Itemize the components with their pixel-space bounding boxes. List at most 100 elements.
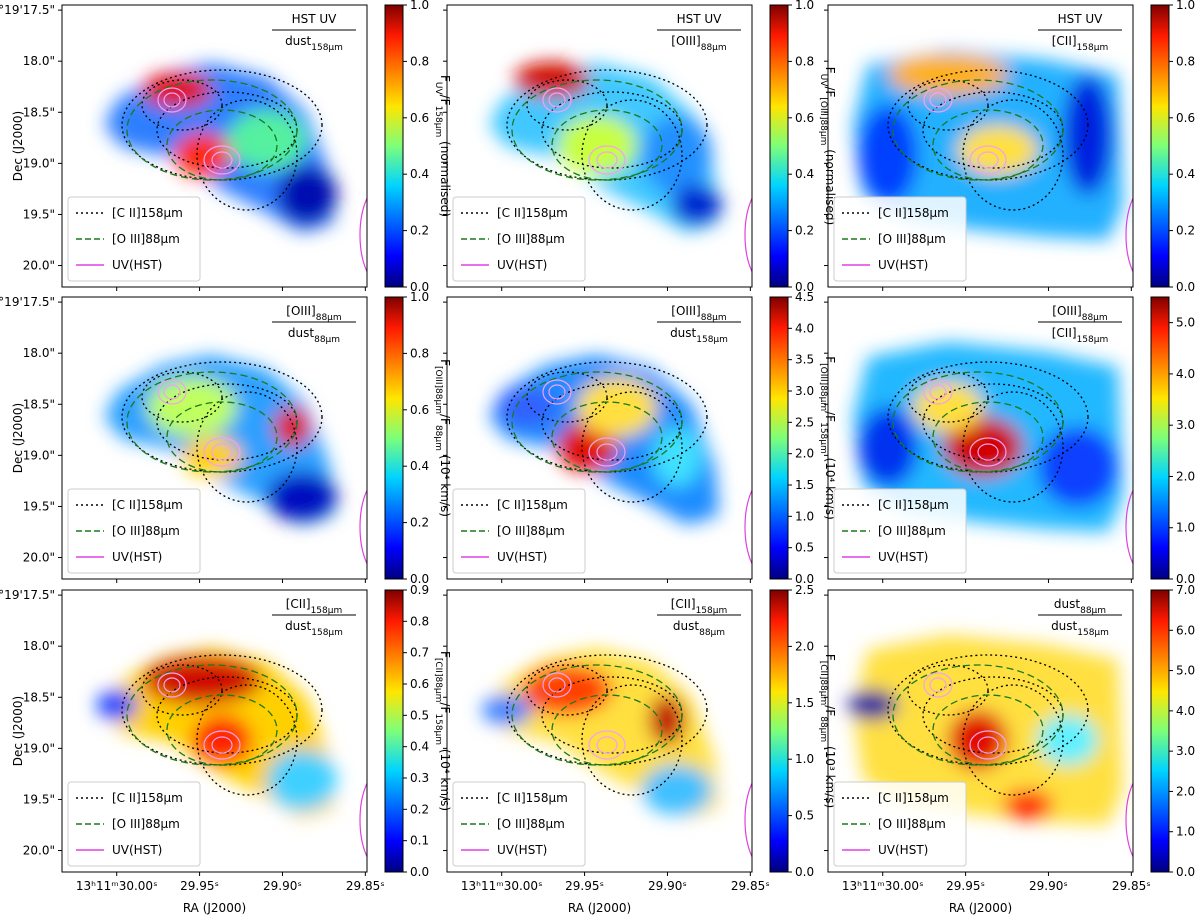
colorbar-tick-label: 3.0 xyxy=(795,384,814,398)
text-part: dust xyxy=(670,326,696,340)
cii-contour xyxy=(506,361,708,473)
text-part: /F xyxy=(823,411,837,422)
text-part: /F xyxy=(823,705,837,716)
map-spot xyxy=(142,72,212,108)
colorbar-tick-label: 6.0 xyxy=(1176,623,1195,637)
legend-label: [C II]158μm xyxy=(878,791,949,805)
uv-contour xyxy=(211,443,233,461)
panel: -1°19'17.5" 18.0" 18.5" 19.0" 19.5" 20.0" HST … xyxy=(0,0,452,294)
subscript: 88μm xyxy=(314,335,340,345)
subscript: UV xyxy=(818,74,828,88)
ratio-denominator: dust88μm xyxy=(673,619,725,638)
contours xyxy=(121,654,367,858)
axes-frame xyxy=(61,589,368,873)
map-blob xyxy=(482,648,719,818)
subscript: [OIII]88μm xyxy=(433,366,443,414)
uv-contour xyxy=(977,736,999,754)
x-tick-label: 29.90ˢ xyxy=(263,879,302,893)
uv-contour xyxy=(548,92,566,108)
axes-frame xyxy=(446,4,753,288)
y-tick-label: 18.0" xyxy=(23,54,55,68)
subscript: 88μm xyxy=(316,313,342,323)
legend-label: [C II]158μm xyxy=(497,791,568,805)
legend-label: UV(HST) xyxy=(497,550,547,564)
uv-contour xyxy=(977,443,999,461)
colorbar-tick-label: 0.6 xyxy=(795,111,814,125)
oiii-contour xyxy=(126,371,298,473)
colorbar-tick-label: 2.5 xyxy=(795,583,814,597)
colorbar-tick-label: 0.2 xyxy=(1176,224,1195,238)
axes-frame xyxy=(827,589,1134,873)
map-spot xyxy=(1038,427,1118,507)
text-part: (10⁴ km/s) xyxy=(438,745,452,811)
oiii-contour xyxy=(892,79,1064,181)
y-tick-label: 18.0" xyxy=(23,639,55,653)
oiii-contour xyxy=(166,694,278,766)
cii-contour xyxy=(526,664,608,716)
cii-contour xyxy=(506,654,708,766)
text-part: dust xyxy=(1051,619,1077,633)
uv-contour xyxy=(929,677,947,693)
y-tick-label: -1°19'17.5" xyxy=(0,588,55,602)
uv-contour xyxy=(542,87,572,113)
y-tick-label: 20.0" xyxy=(23,844,55,858)
text-part: HST UV xyxy=(292,12,338,26)
cii-contour xyxy=(887,69,1089,181)
colorbar-tick-label: 1.0 xyxy=(1176,0,1195,12)
text-part: [OIII] xyxy=(671,34,700,48)
y-tick-label: 18.5" xyxy=(23,105,55,119)
colorbar xyxy=(769,589,789,873)
uv-contour xyxy=(588,730,626,760)
colorbar-label: F[CII]88μm/F158μm (10⁴ km/s) xyxy=(433,651,452,811)
colorbar-tick-label: 0.2 xyxy=(410,224,429,238)
subscript: 158μm xyxy=(696,606,728,616)
colorbar-tick-label: 4.0 xyxy=(795,321,814,335)
ratio-map xyxy=(489,62,752,273)
uv-contour xyxy=(923,87,953,113)
panel: 13ʰ11ᵐ30.00ˢ 29.95ˢ 29.90ˢ 29.85ˢdust88μmdu… xyxy=(824,583,1200,893)
text-part: /F xyxy=(823,86,837,97)
legend-label: [O III]88μm xyxy=(497,817,565,831)
colorbar-tick-label: 3.5 xyxy=(795,353,814,367)
colorbar-tick-label: 3.0 xyxy=(1176,744,1195,758)
map-spot xyxy=(274,407,310,447)
subscript: 158μm xyxy=(433,106,443,138)
legend-label: UV(HST) xyxy=(497,843,547,857)
colorbar-tick-label: 1.0 xyxy=(410,290,429,304)
map-spot xyxy=(672,185,722,225)
y-tick-label: 18.5" xyxy=(23,690,55,704)
y-axis-label: Dec (J2000) xyxy=(11,403,25,473)
colorbar-tick-label: 0.8 xyxy=(410,346,429,360)
colorbar-tick-label: 0.0 xyxy=(1176,280,1195,294)
subscript: 88μm xyxy=(701,43,727,53)
map-spot xyxy=(642,765,712,815)
map-spot xyxy=(522,665,612,715)
x-tick-label: 29.90ˢ xyxy=(1029,879,1068,893)
text-part: [CII] xyxy=(1052,34,1077,48)
cii-contour xyxy=(196,391,298,503)
text-part: [OIII] xyxy=(1052,304,1081,318)
colorbar-tick-label: 0.6 xyxy=(410,111,429,125)
x-tick-label: 13ʰ11ᵐ30.00ˢ xyxy=(461,879,543,893)
subscript: 88μm xyxy=(699,628,725,638)
map-spot xyxy=(1063,75,1113,195)
ratio-denominator: dust158μm xyxy=(285,34,343,53)
colorbar-tick-label: 0.0 xyxy=(795,572,814,586)
text-part: dust xyxy=(1054,597,1080,611)
colorbar xyxy=(769,4,789,288)
map-spot xyxy=(649,695,685,745)
ratio-numerator: [CII]158μm xyxy=(286,597,343,616)
uv-contour xyxy=(157,87,187,113)
cii-contour xyxy=(141,371,223,423)
colorbar-tick-label: 0.0 xyxy=(1176,865,1195,879)
x-tick-label: 29.85ˢ xyxy=(1112,879,1151,893)
ratio-map xyxy=(104,63,367,273)
cii-contour xyxy=(962,99,1064,211)
text-part: HST UV xyxy=(1058,12,1104,26)
map-spot xyxy=(848,690,898,720)
x-axis-label: RA (J2000) xyxy=(949,901,1012,915)
ratio-map xyxy=(104,355,367,565)
ratio-map xyxy=(848,635,1133,858)
legend-box xyxy=(67,196,201,282)
